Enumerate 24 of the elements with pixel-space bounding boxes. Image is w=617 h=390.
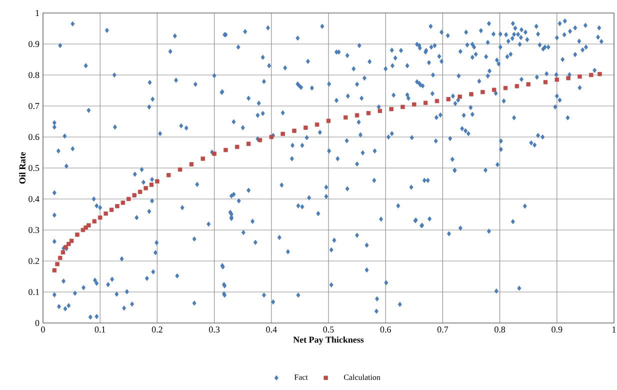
x-tick-label: 0.7: [437, 326, 448, 333]
x-axis-title: Net Pay Thickness: [293, 336, 364, 345]
y-tick-label: 0.9: [28, 40, 40, 48]
y-tick-label: 1: [36, 10, 39, 16]
y-tick-label: 0.8: [28, 72, 40, 78]
y-tick-label: 0.5: [28, 164, 40, 172]
y-tick-label: 0.6: [28, 134, 40, 140]
y-tick-label: 0.4: [28, 196, 40, 202]
x-tick-label: 0.8: [494, 326, 506, 333]
y-tick-label: 0: [35, 320, 40, 326]
x-tick-label: 1: [612, 326, 616, 332]
y-tick-label: 0.2: [28, 258, 39, 264]
x-tick-label: 0.5: [323, 326, 334, 333]
x-tick-label: 0.2: [152, 326, 162, 333]
x-tick-label: 0.3: [209, 326, 220, 333]
y-tick-label: 0.3: [28, 226, 40, 234]
x-tick-label: 0.9: [552, 326, 562, 333]
y-tick-label: 0.1: [28, 288, 39, 296]
y-axis-title: Oil Rate: [19, 152, 26, 184]
x-tick-label: 0: [41, 326, 45, 333]
y-tick-label: 0.7: [28, 102, 40, 110]
x-tick-label: 0.6: [380, 326, 391, 333]
x-tick-label: 0.1: [94, 326, 106, 333]
x-tick-label: 0.4: [266, 326, 277, 333]
